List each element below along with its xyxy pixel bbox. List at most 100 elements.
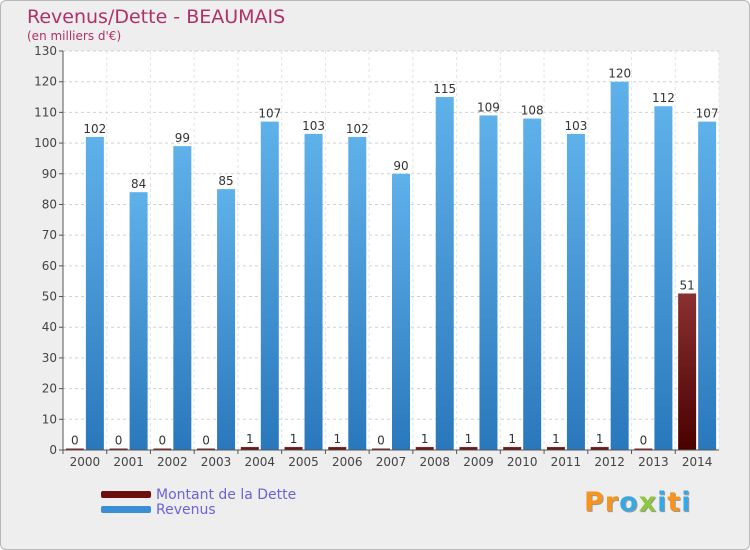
bar-revenus	[698, 121, 717, 450]
proxiti-logo: Proxiti	[584, 487, 692, 518]
data-label-dette: 1	[552, 432, 560, 446]
bar-dette	[546, 446, 565, 450]
chart-legend: Montant de la Dette Revenus	[101, 486, 297, 518]
data-label-revenus: 103	[564, 119, 587, 133]
bar-revenus	[435, 97, 454, 451]
bar-revenus	[654, 106, 673, 450]
x-tick-label: 2000	[70, 455, 101, 469]
x-tick-label: 2001	[113, 455, 144, 469]
data-label-revenus: 107	[696, 107, 719, 121]
legend-label-revenus: Revenus	[156, 501, 216, 518]
y-tick-label: 0	[49, 443, 57, 457]
legend-item-dette: Montant de la Dette	[101, 486, 297, 503]
data-label-dette: 0	[71, 434, 79, 448]
logo-letter: i	[657, 487, 668, 518]
x-tick-label: 2002	[157, 455, 188, 469]
y-tick-label: 110	[34, 105, 57, 119]
bar-dette	[240, 446, 259, 450]
data-label-dette: 1	[290, 432, 298, 446]
bar-revenus	[523, 118, 542, 451]
y-tick-label: 20	[42, 382, 57, 396]
bar-dette	[459, 446, 478, 450]
data-label-dette: 1	[596, 432, 604, 446]
x-tick-label: 2012	[594, 455, 625, 469]
chart-subtitle: (en milliers d'€)	[27, 29, 122, 43]
data-label-revenus: 112	[652, 91, 675, 105]
bar-revenus	[260, 121, 279, 450]
y-tick-label: 60	[42, 259, 57, 273]
data-label-revenus: 103	[302, 119, 325, 133]
data-label-revenus: 107	[258, 107, 281, 121]
logo-letter: i	[681, 487, 692, 518]
x-tick-label: 2009	[463, 455, 494, 469]
legend-label-dette: Montant de la Dette	[156, 486, 297, 503]
bar-dette	[109, 448, 128, 450]
data-label-revenus: 115	[433, 82, 456, 96]
bar-revenus	[173, 146, 192, 450]
data-label-dette: 1	[333, 432, 341, 446]
x-tick-label: 2003	[201, 455, 232, 469]
x-tick-label: 2011	[551, 455, 582, 469]
y-tick-label: 120	[34, 75, 57, 89]
bar-dette	[415, 446, 434, 450]
data-label-dette: 0	[202, 434, 210, 448]
bar-revenus	[217, 189, 236, 450]
bar-revenus	[392, 173, 410, 450]
x-tick-label: 2008	[419, 455, 450, 469]
y-tick-label: 10	[42, 412, 57, 426]
data-label-dette: 0	[159, 434, 167, 448]
x-tick-label: 2007	[376, 455, 407, 469]
data-label-dette: 1	[465, 432, 473, 446]
bar-dette	[284, 446, 303, 450]
bar-dette	[590, 446, 609, 450]
bar-dette	[503, 446, 522, 450]
y-tick-label: 90	[42, 167, 57, 181]
data-label-revenus: 102	[83, 122, 106, 136]
data-label-revenus: 120	[608, 67, 631, 81]
bar-revenus	[304, 133, 323, 450]
y-tick-label: 80	[42, 197, 57, 211]
logo-letter: r	[604, 487, 620, 518]
bar-dette	[372, 448, 390, 450]
data-label-dette: 1	[508, 432, 516, 446]
logo-letter: o	[619, 487, 639, 518]
data-label-revenus: 85	[218, 174, 233, 188]
data-label-revenus: 108	[521, 104, 544, 118]
data-label-revenus: 90	[393, 159, 408, 173]
x-tick-label: 2006	[332, 455, 363, 469]
bar-revenus	[85, 136, 104, 450]
data-label-dette: 1	[421, 432, 429, 446]
bar-revenus	[566, 133, 585, 450]
data-label-revenus: 102	[346, 122, 369, 136]
chart-title: Revenus/Dette - BEAUMAIS	[27, 6, 286, 28]
bar-revenus	[129, 192, 148, 450]
plot-area	[63, 51, 719, 450]
x-tick-label: 2014	[682, 455, 713, 469]
bar-revenus	[348, 136, 367, 450]
x-tick-label: 2005	[288, 455, 319, 469]
x-tick-label: 2013	[638, 455, 669, 469]
data-label-revenus: 99	[175, 131, 190, 145]
y-tick-label: 30	[42, 351, 57, 365]
y-tick-label: 70	[42, 228, 57, 242]
bar-dette	[634, 448, 653, 450]
data-label-dette: 0	[115, 434, 123, 448]
bar-dette	[678, 293, 697, 450]
x-tick-label: 2004	[245, 455, 276, 469]
y-tick-label: 50	[42, 290, 57, 304]
legend-swatch-revenus	[101, 506, 151, 513]
logo-letter: x	[638, 487, 658, 518]
y-tick-label: 100	[34, 136, 57, 150]
y-tick-label: 40	[42, 320, 57, 334]
data-label-revenus: 84	[131, 177, 146, 191]
data-label-dette: 1	[246, 432, 254, 446]
bar-revenus	[610, 81, 629, 450]
legend-item-revenus: Revenus	[101, 501, 296, 518]
bar-dette	[65, 448, 84, 450]
data-label-dette: 51	[679, 278, 694, 292]
x-tick-label: 2010	[507, 455, 538, 469]
bar-dette	[153, 448, 172, 450]
data-label-dette: 0	[377, 434, 385, 448]
